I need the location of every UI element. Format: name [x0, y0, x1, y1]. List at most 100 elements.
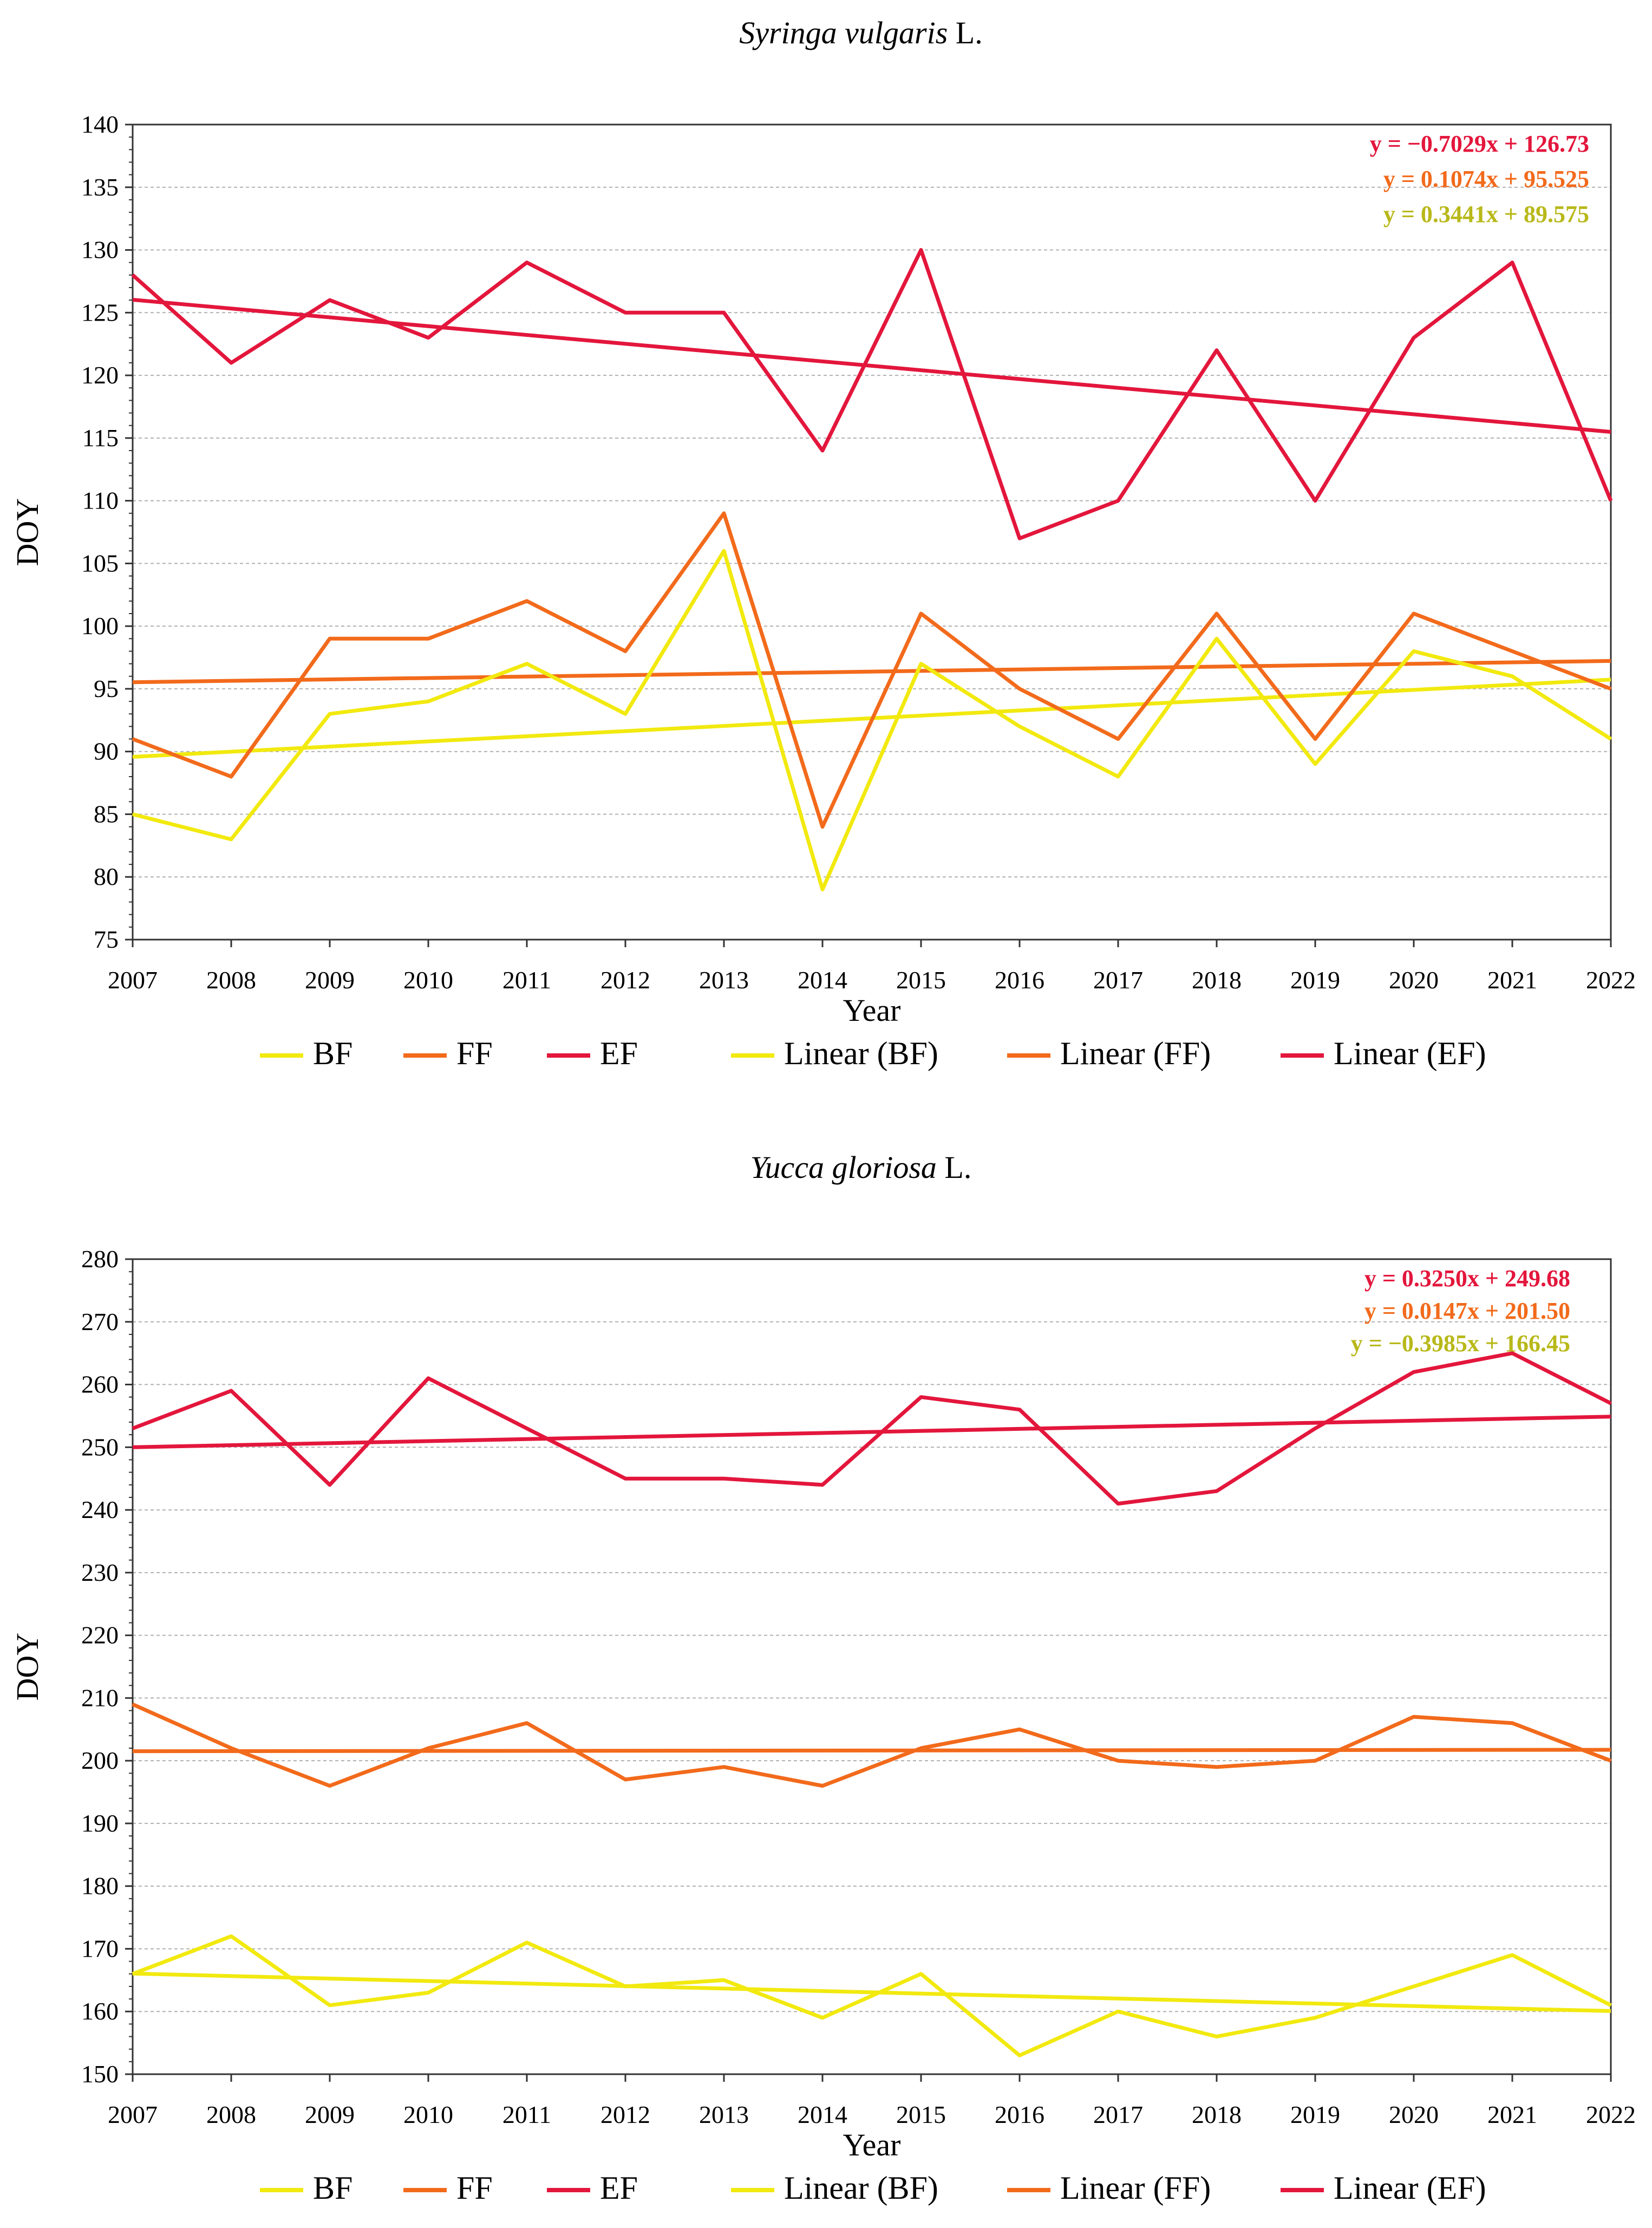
data-point-ef: [1216, 1490, 1217, 1492]
chart-title-species: Syringa vulgaris: [739, 15, 948, 50]
x-tick-label: 2010: [403, 966, 453, 994]
data-point-ff: [526, 600, 527, 602]
legend-label: Linear (BF): [784, 2170, 938, 2206]
x-tick-label: 2008: [206, 966, 256, 994]
data-point-ef: [1610, 500, 1611, 501]
x-tick-label: 2013: [699, 2101, 749, 2128]
data-point-bf: [526, 663, 527, 665]
data-point-ef: [231, 362, 232, 363]
y-tick-label: 80: [94, 863, 119, 890]
data-point-ef: [329, 299, 330, 301]
y-tick-label: 75: [94, 926, 119, 953]
y-tick-label: 95: [94, 675, 119, 702]
x-tick-label: 2007: [108, 966, 158, 994]
data-point-bf: [231, 838, 232, 840]
x-axis-label: Year: [843, 2127, 901, 2162]
data-point-ff: [1216, 613, 1217, 614]
data-point-bf: [1315, 2017, 1316, 2018]
data-point-ef: [625, 1478, 626, 1480]
x-tick-label: 2009: [305, 966, 355, 994]
data-point-ff: [231, 1748, 232, 1749]
yucca-chart: Yucca gloriosa L. 150 160 170 180 190 200 210 22…: [10, 1150, 1636, 2206]
trendline-ef: [132, 1415, 1611, 1449]
trend-equation-ff: y = 0.0147x + 201.50: [1364, 1298, 1570, 1324]
trend-equation-bf: y = −0.3985x + 166.45: [1351, 1330, 1570, 1357]
data-point-ff: [132, 1703, 133, 1705]
y-tick-label: 240: [81, 1496, 119, 1523]
y-tick-label: 130: [81, 236, 119, 264]
data-point-ef: [1315, 500, 1316, 501]
data-point-ff: [1118, 738, 1119, 740]
trend-equation-bf: y = 0.3441x + 89.575: [1383, 201, 1589, 227]
data-point-ef: [822, 450, 823, 451]
data-point-ff: [822, 1785, 823, 1787]
data-point-ff: [132, 738, 133, 740]
trend-equation-ef: y = 0.3250x + 249.68: [1364, 1265, 1570, 1292]
data-point-ef: [329, 1484, 330, 1486]
trendline-ef: [132, 297, 1611, 434]
data-point-ef: [1413, 1371, 1414, 1373]
data-point-ff: [1019, 1729, 1020, 1730]
data-point-bf: [723, 550, 724, 552]
legend-label: FF: [456, 1035, 493, 1071]
x-tick-label: 2018: [1192, 966, 1242, 994]
data-point-ef: [1019, 538, 1020, 539]
data-point-ef: [723, 1478, 724, 1480]
data-point-ff: [1216, 1766, 1217, 1768]
data-point-ef: [1118, 500, 1119, 501]
x-tick-label: 2018: [1192, 2101, 1242, 2128]
chart-title: Yucca gloriosa L.: [750, 1150, 972, 1185]
data-point-ef: [526, 1428, 527, 1429]
data-point-ff: [1413, 1716, 1414, 1718]
series-line-ff: [132, 1702, 1612, 1788]
data-point-ef: [1019, 1409, 1020, 1410]
data-point-bf: [132, 813, 133, 815]
data-point-ff: [329, 638, 330, 640]
chart-title: Syringa vulgaris L.: [739, 15, 982, 50]
y-tick-label: 140: [81, 110, 119, 138]
y-tick-label: 210: [81, 1684, 119, 1711]
chart-title-author: L.: [937, 1150, 971, 1185]
legend-label: Linear (EF): [1334, 2170, 1486, 2206]
x-tick-label: 2019: [1290, 2101, 1340, 2128]
x-tick-label: 2020: [1389, 2101, 1439, 2128]
data-point-ff: [1019, 688, 1020, 689]
y-tick-label: 125: [81, 298, 119, 326]
legend-label: Linear (EF): [1334, 1035, 1486, 1071]
data-point-bf: [1019, 726, 1020, 727]
x-tick-label: 2016: [995, 966, 1044, 994]
data-point-bf: [428, 1992, 429, 1994]
x-tick-label: 2012: [600, 2101, 650, 2128]
data-point-ef: [231, 1390, 232, 1392]
plot-area: [132, 1258, 1612, 2075]
data-point-bf: [329, 2004, 330, 2006]
data-point-bf: [1610, 738, 1611, 740]
y-tick-label: 180: [81, 1872, 119, 1900]
data-point-ff: [1512, 650, 1513, 652]
data-point-bf: [822, 889, 823, 890]
x-tick-label: 2019: [1290, 966, 1340, 994]
y-tick-label: 110: [82, 487, 119, 514]
data-point-ff: [1610, 1760, 1611, 1762]
y-axis-label: DOY: [10, 1633, 45, 1701]
data-point-bf: [723, 1979, 724, 1981]
data-point-ff: [723, 512, 724, 514]
data-point-bf: [231, 1936, 232, 1937]
y-tick-label: 250: [81, 1433, 119, 1461]
chart-title-author: L.: [948, 15, 982, 50]
legend-label: Linear (FF): [1060, 2170, 1211, 2206]
x-tick-label: 2010: [403, 2101, 453, 2128]
data-point-bf: [329, 713, 330, 715]
data-point-ff: [1118, 1760, 1119, 1762]
data-point-ff: [428, 638, 429, 640]
chart-title-species: Yucca gloriosa: [750, 1150, 937, 1185]
data-point-ff: [1315, 738, 1316, 740]
y-tick-label: 220: [81, 1621, 119, 1649]
series-line-bf: [132, 549, 1612, 891]
data-point-ff: [822, 826, 823, 828]
x-tick-label: 2011: [502, 2101, 551, 2128]
data-point-bf: [1512, 1955, 1513, 1956]
trendline-ff: [132, 659, 1611, 685]
x-tick-label: 2014: [798, 2101, 847, 2128]
